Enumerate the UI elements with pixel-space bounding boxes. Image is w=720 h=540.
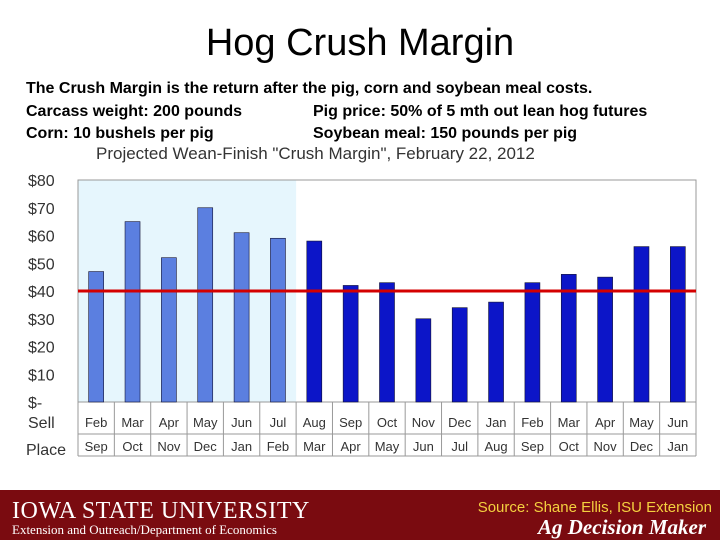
y-tick-label: $80 (28, 173, 55, 190)
ag-decision-maker-logo: Ag Decision Maker (538, 515, 706, 539)
sell-month-label: May (193, 415, 218, 430)
sell-month-label: May (629, 415, 654, 430)
chart-title: Projected Wean-Finish "Crush Margin", Fe… (96, 144, 535, 163)
place-month-label: Apr (341, 439, 362, 454)
sell-month-label: Apr (595, 415, 616, 430)
sell-month-label: Aug (303, 415, 326, 430)
sell-month-label: Feb (521, 415, 543, 430)
bar (488, 301, 504, 403)
sell-month-label: Jul (270, 415, 287, 430)
y-tick-label: $10 (28, 367, 55, 384)
y-tick-label: $40 (28, 284, 55, 301)
sell-row-label: Sell (28, 415, 55, 432)
place-month-label: Dec (630, 439, 654, 454)
place-month-label: Jan (667, 439, 688, 454)
bar (197, 207, 214, 403)
place-month-label: Jun (413, 439, 434, 454)
place-month-label: Jul (451, 439, 468, 454)
bar (560, 274, 577, 403)
place-month-label: Sep (85, 439, 108, 454)
place-month-label: Sep (521, 439, 544, 454)
place-row-label: Place (26, 442, 66, 459)
department-text: Extension and Outreach/Department of Eco… (12, 522, 277, 537)
place-month-label: Oct (122, 439, 143, 454)
y-tick-label: $50 (28, 256, 55, 273)
place-month-label: Nov (594, 439, 618, 454)
place-month-label: Oct (559, 439, 580, 454)
bar (161, 257, 177, 403)
sell-month-label: Apr (159, 415, 180, 430)
bar (524, 282, 541, 403)
place-month-label: Aug (484, 439, 507, 454)
place-month-label: Dec (194, 439, 218, 454)
bar (379, 282, 395, 403)
footer-bar: IOWA STATE UNIVERSITY Extension and Outr… (0, 490, 720, 540)
bar (670, 246, 686, 403)
carcass-weight-text: Carcass weight: 200 pounds (26, 103, 243, 120)
bar (451, 307, 468, 403)
sell-month-label: Jun (231, 415, 252, 430)
bar (233, 232, 250, 403)
bar (633, 246, 650, 403)
place-month-label: Feb (267, 439, 289, 454)
sell-month-label: Jun (667, 415, 688, 430)
sell-month-label: Dec (448, 415, 472, 430)
sell-month-label: Mar (121, 415, 144, 430)
bar (415, 318, 432, 403)
description-line: The Crush Margin is the return after the… (26, 80, 593, 97)
crush-margin-chart: $- $10 $20 $30 $40 $50 $60 $70 $80 Sell Place Feb Se… (26, 173, 697, 459)
sell-month-label: Feb (85, 415, 107, 430)
sell-month-label: Oct (377, 415, 398, 430)
sell-month-label: Sep (339, 415, 362, 430)
y-tick-label: $20 (28, 340, 55, 357)
place-month-label: Jan (231, 439, 252, 454)
soybean-meal-text: Soybean meal: 150 pounds per pig (313, 125, 578, 142)
slide-title: Hog Crush Margin (205, 22, 515, 64)
bar (306, 240, 323, 403)
university-logo: IOWA STATE UNIVERSITY (12, 498, 310, 524)
place-month-label: May (375, 439, 400, 454)
y-tick-label: $- (28, 395, 42, 412)
bar (342, 285, 359, 403)
sell-month-label: Nov (412, 415, 436, 430)
pig-price-text: Pig price: 50% of 5 mth out lean hog fut… (313, 103, 648, 120)
bar (88, 271, 104, 403)
place-month-label: Mar (303, 439, 326, 454)
bar (597, 276, 613, 403)
corn-text: Corn: 10 bushels per pig (26, 125, 214, 142)
sell-month-label: Jan (486, 415, 507, 430)
source-text: Source: Shane Ellis, ISU Extension (477, 499, 712, 516)
y-tick-label: $60 (28, 229, 55, 246)
sell-month-label: Mar (558, 415, 581, 430)
y-tick-label: $30 (28, 312, 55, 329)
place-month-label: Nov (157, 439, 181, 454)
bar (270, 237, 286, 403)
y-tick-label: $70 (28, 201, 55, 218)
bar (124, 221, 141, 403)
